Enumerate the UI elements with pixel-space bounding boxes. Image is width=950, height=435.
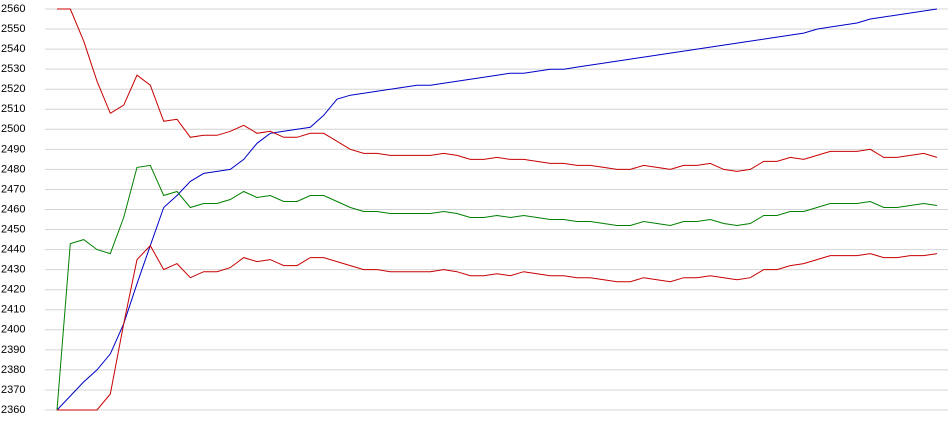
y-tick-label: 2560 — [1, 3, 25, 15]
y-tick-label: 2530 — [1, 63, 25, 75]
y-tick-label: 2470 — [1, 183, 25, 195]
y-tick-label: 2520 — [1, 83, 25, 95]
y-tick-label: 2490 — [1, 143, 25, 155]
y-tick-label: 2480 — [1, 163, 25, 175]
y-tick-label: 2440 — [1, 244, 25, 256]
y-tick-label: 2420 — [1, 284, 25, 296]
y-tick-label: 2360 — [1, 404, 25, 416]
series-line — [56, 8, 938, 411]
y-tick-label: 2460 — [1, 203, 25, 215]
y-tick-label: 2410 — [1, 304, 25, 316]
y-tick-label: 2510 — [1, 103, 25, 115]
y-tick-label: 2450 — [1, 223, 25, 235]
y-tick-label: 2540 — [1, 43, 25, 55]
series-line — [57, 244, 938, 411]
y-tick-label: 2390 — [1, 344, 25, 356]
y-tick-label: 2500 — [1, 123, 25, 135]
series-line — [56, 164, 938, 411]
series-line — [57, 8, 938, 172]
y-tick-label: 2380 — [1, 364, 25, 376]
y-tick-label: 2430 — [1, 264, 25, 276]
y-tick-label: 2370 — [1, 384, 25, 396]
y-tick-label: 2550 — [1, 23, 25, 35]
y-tick-label: 2400 — [1, 324, 25, 336]
